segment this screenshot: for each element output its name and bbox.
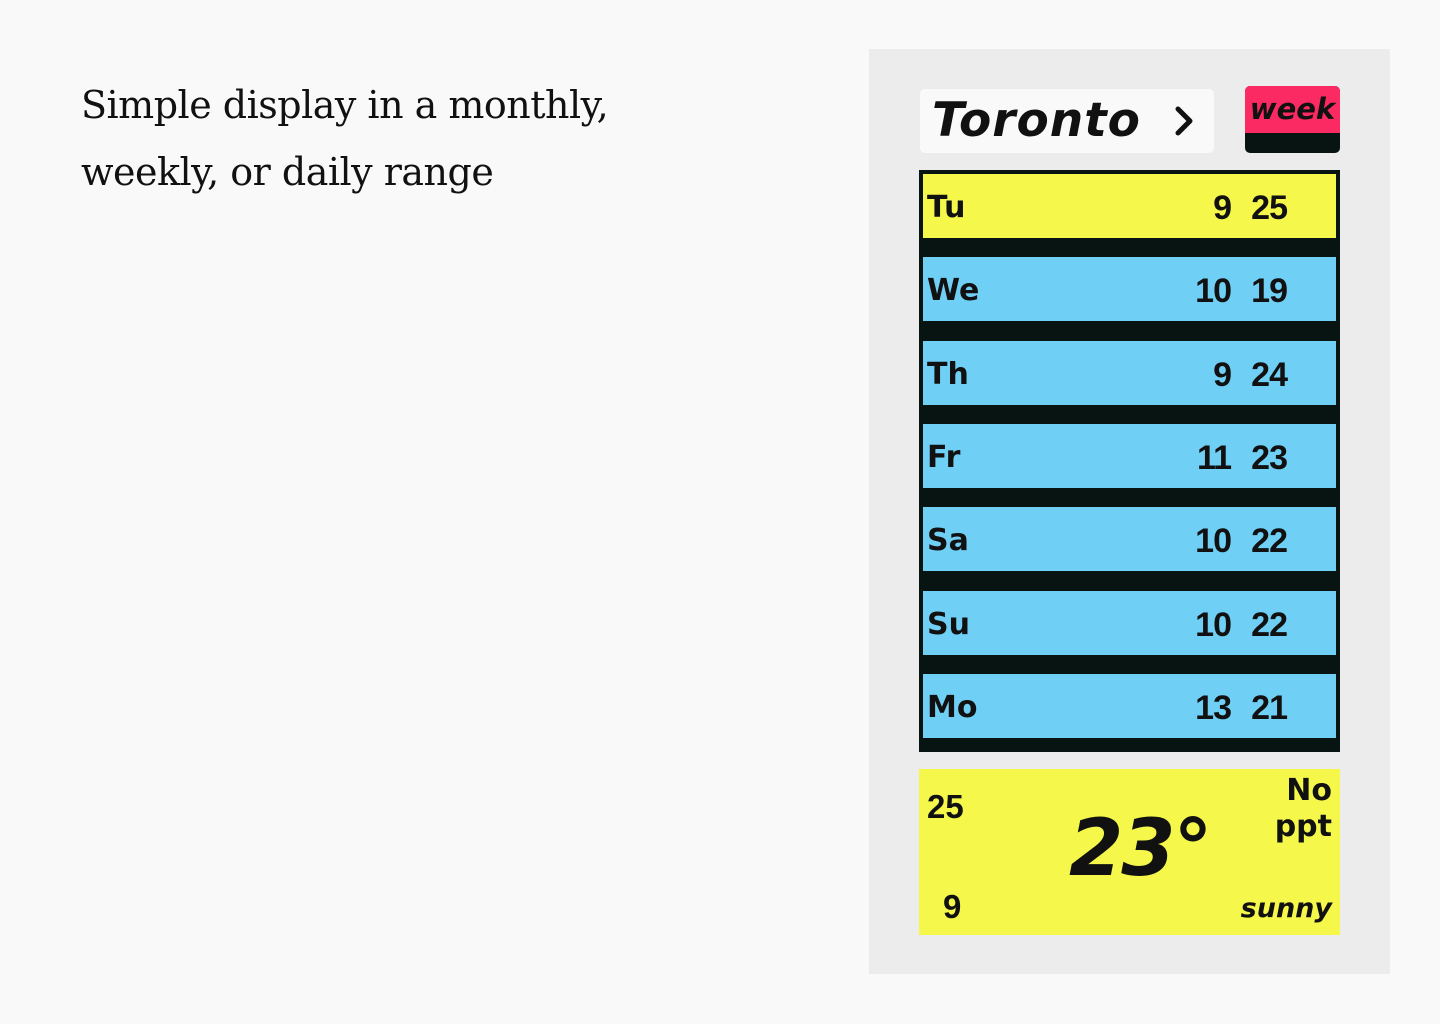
forecast-list: Tu 9 25 We 10 19 Th 9 24 Fr 11 23 Sa 10 22 Su 10 22 Mo 13 21: [919, 170, 1340, 752]
day-name: Tu: [927, 190, 966, 225]
forecast-row-tu[interactable]: Tu 9 25: [923, 174, 1336, 238]
precipitation: No ppt: [1274, 773, 1332, 844]
week-range-button[interactable]: week: [1245, 86, 1340, 153]
forecast-row-su[interactable]: Su 10 22: [923, 590, 1336, 655]
temp-high: 22: [1251, 522, 1288, 561]
temp-low: 10: [1195, 272, 1232, 311]
condition: sunny: [1240, 893, 1332, 924]
current-low: 9: [943, 888, 962, 925]
temp-high: 22: [1251, 605, 1288, 644]
temp-low: 13: [1195, 688, 1232, 727]
chevron-right-icon[interactable]: [1170, 103, 1198, 139]
page-caption: Simple display in a monthly, weekly, or …: [81, 72, 681, 206]
day-name: We: [927, 273, 980, 309]
day-name: Fr: [927, 439, 961, 475]
temp-low: 9: [1213, 355, 1232, 394]
temp-high: 24: [1251, 355, 1288, 394]
temp-low: 11: [1197, 438, 1232, 477]
temp-low: 10: [1195, 522, 1232, 561]
temp-low: 9: [1213, 189, 1232, 227]
week-button-label: week: [1249, 92, 1336, 126]
current-temperature: 23°: [1069, 804, 1213, 894]
forecast-row-th[interactable]: Th 9 24: [923, 340, 1336, 405]
temp-low: 10: [1195, 605, 1232, 644]
city-name: Toronto: [932, 93, 1141, 148]
temp-high: 19: [1251, 272, 1288, 311]
weather-widget: Toronto week Tu 9 25 We 10 19 Th 9 24 Fr 11 23 Sa 10 2…: [869, 49, 1390, 974]
current-high: 25: [927, 788, 964, 825]
temp-high: 21: [1251, 688, 1288, 727]
forecast-row-fr[interactable]: Fr 11 23: [923, 423, 1336, 488]
day-name: Th: [927, 356, 969, 392]
city-selector[interactable]: Toronto: [920, 89, 1214, 153]
forecast-row-we[interactable]: We 10 19: [923, 257, 1336, 322]
forecast-row-sa[interactable]: Sa 10 22: [923, 507, 1336, 572]
temp-high: 25: [1251, 189, 1288, 227]
week-button-face: [1245, 86, 1340, 133]
day-name: Su: [927, 606, 970, 642]
caption-line-2: weekly, or daily range: [81, 150, 494, 194]
temp-high: 23: [1251, 438, 1288, 477]
day-name: Sa: [927, 523, 969, 559]
day-name: Mo: [927, 689, 978, 725]
current-conditions: 25 9 23° No ppt sunny: [919, 769, 1340, 935]
forecast-row-mo[interactable]: Mo 13 21: [923, 673, 1336, 738]
caption-line-1: Simple display in a monthly,: [81, 83, 609, 127]
